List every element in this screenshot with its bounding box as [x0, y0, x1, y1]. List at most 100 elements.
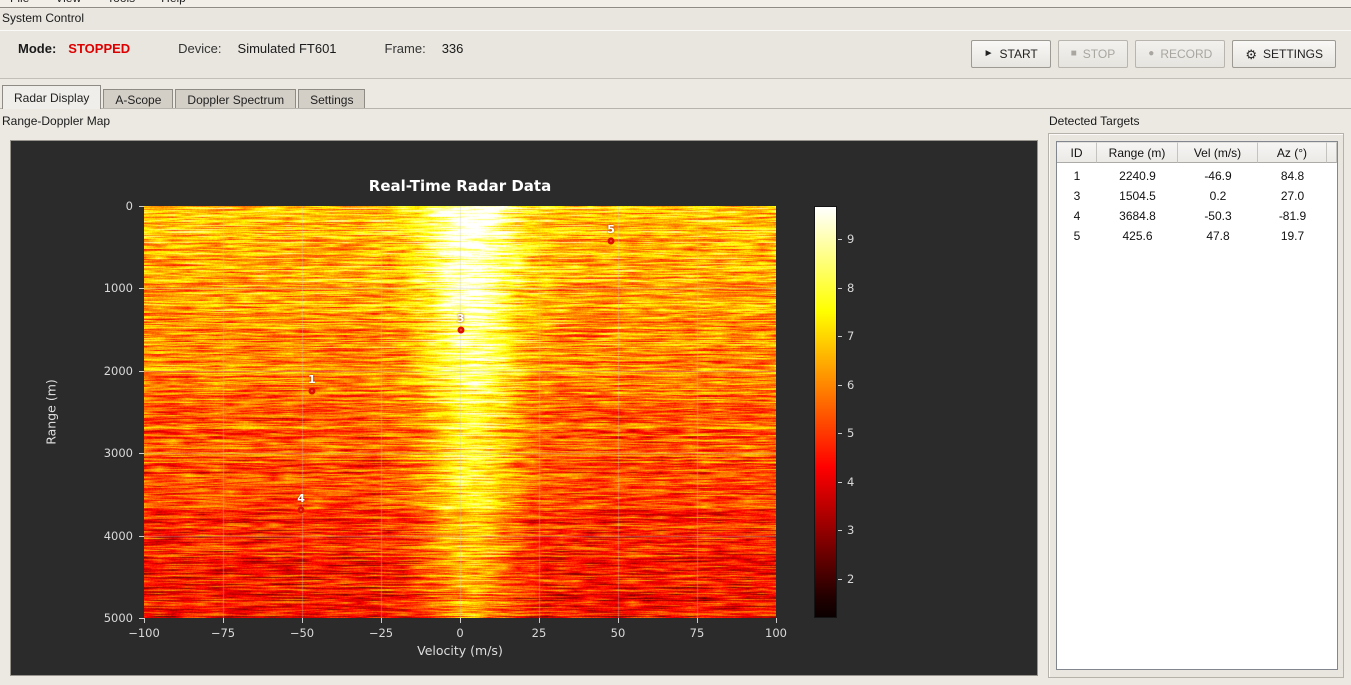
record-button[interactable]: ● RECORD [1135, 40, 1226, 68]
menu-item-view[interactable]: View [49, 0, 87, 6]
settings-button[interactable]: ⚙ SETTINGS [1232, 40, 1336, 68]
table-cell: 1504.5 [1119, 189, 1156, 203]
colorbar-tick-mark [838, 384, 842, 386]
menu-item-help[interactable]: Help [155, 0, 192, 6]
plot-title: Real-Time Radar Data [368, 177, 552, 195]
colorbar-tick-mark [838, 433, 842, 435]
heatmap-canvas [144, 206, 776, 618]
column-header-vel-m-s[interactable]: Vel (m/s) [1178, 142, 1258, 163]
x-tick-mark [460, 618, 461, 623]
colorbar-tick-label: 3 [847, 523, 855, 538]
device-value: Simulated FT601 [237, 41, 337, 56]
x-tick-label: 100 [765, 626, 787, 640]
colorbar-tick-label: 4 [847, 474, 855, 489]
colorbar-tick-label: 5 [847, 426, 855, 441]
colorbar [814, 206, 837, 618]
table-cell: 2240.9 [1119, 169, 1156, 183]
stop-button[interactable]: ■ STOP [1057, 40, 1129, 68]
menu-row: File View Tools Help [0, 0, 1351, 6]
x-tick-label: 0 [456, 626, 464, 640]
range-doppler-map-label: Range-Doppler Map [2, 114, 111, 128]
column-header-id[interactable]: ID [1057, 142, 1097, 163]
y-axis-label: Range (m) [43, 379, 59, 445]
tab-a-scope[interactable]: A-Scope [103, 89, 174, 109]
detected-targets-label: Detected Targets [1049, 114, 1140, 128]
detected-targets-panel: ID Range (m) Vel (m/s) Az (°) 1 2240.9 -46.9 8… [1048, 133, 1344, 678]
colorbar-tick-label: 6 [847, 377, 855, 392]
column-header-stub [1327, 142, 1337, 163]
target-marker-label: 3 [456, 311, 465, 325]
table-cell: 0.2 [1209, 189, 1227, 203]
y-tick-mark [139, 618, 144, 619]
system-control-title: System Control [2, 11, 85, 25]
x-tick-mark [697, 618, 698, 623]
table-cell: -81.9 [1278, 209, 1307, 223]
table-cell: 19.7 [1280, 229, 1305, 243]
x-tick-label: −50 [289, 626, 315, 640]
x-tick-label: −75 [210, 626, 236, 640]
table-cell: 5 [1073, 229, 1081, 243]
group-divider [0, 30, 1351, 31]
x-tick-label: −25 [368, 626, 394, 640]
mode-label: Mode: [18, 41, 57, 56]
colorbar-tick-mark [838, 481, 842, 483]
colorbar-tick-label: 2 [847, 571, 855, 586]
colorbar-tick-mark [838, 530, 842, 532]
button-label: RECORD [1160, 47, 1213, 61]
colorbar-tick-mark [838, 578, 842, 580]
status-readout: Mode: STOPPED Device: Simulated FT601 Fr… [18, 41, 463, 56]
tab-doppler-spectrum[interactable]: Doppler Spectrum [175, 89, 297, 109]
table-row[interactable]: 3 1504.5 0.2 27.0 [1057, 186, 1337, 206]
tab-settings[interactable]: Settings [298, 89, 366, 109]
targets-table: ID Range (m) Vel (m/s) Az (°) 1 2240.9 -46.9 8… [1056, 141, 1338, 670]
y-tick-mark [139, 206, 144, 207]
target-marker-5 [607, 237, 615, 245]
table-cell: 84.8 [1280, 169, 1305, 183]
device-label: Device: [178, 41, 222, 56]
table-cell: 1 [1073, 169, 1081, 183]
table-cell: -46.9 [1204, 169, 1232, 183]
y-tick-label: 1000 [103, 281, 133, 296]
x-tick-mark [144, 618, 145, 623]
y-tick-mark [139, 288, 144, 290]
range-doppler-plot-panel: Real-Time Radar Data Range (m) Velocity … [10, 140, 1038, 676]
control-buttons: ► START ■ STOP ● RECORD ⚙ SETTINGS [970, 40, 1336, 68]
record-icon: ● [1148, 48, 1155, 59]
y-tick-mark [139, 370, 144, 372]
x-tick-mark [539, 618, 540, 623]
y-tick-mark [139, 535, 144, 537]
column-header-az[interactable]: Az (°) [1258, 142, 1327, 163]
x-tick-mark [302, 618, 303, 623]
y-tick-label: 4000 [103, 528, 133, 543]
column-header-range-m[interactable]: Range (m) [1097, 142, 1178, 163]
menu-item-tools[interactable]: Tools [101, 0, 141, 6]
colorbar-tick-mark [838, 336, 842, 338]
target-marker-label: 1 [307, 372, 316, 386]
table-cell: -50.3 [1204, 209, 1232, 223]
start-button[interactable]: ► START [970, 40, 1051, 68]
y-tick-mark [139, 453, 144, 455]
tab-radar-display[interactable]: Radar Display [2, 85, 102, 109]
x-tick-label: 25 [531, 626, 547, 640]
x-tick-mark [776, 618, 777, 623]
colorbar-tick-label: 8 [847, 280, 855, 295]
system-control-group: System Control Mode: STOPPED Device: Sim… [0, 9, 1351, 79]
frame-label: Frame: [384, 41, 426, 56]
table-row[interactable]: 1 2240.9 -46.9 84.8 [1057, 166, 1337, 186]
table-cell: 27.0 [1280, 189, 1305, 203]
menu-bar: File View Tools Help [0, 0, 1351, 8]
y-tick-label: 3000 [103, 446, 133, 461]
table-cell: 3 [1073, 189, 1081, 203]
target-marker-1 [308, 387, 316, 395]
table-row[interactable]: 5 425.6 47.8 19.7 [1057, 226, 1337, 246]
menu-item-file[interactable]: File [4, 0, 35, 6]
tab-underline [0, 108, 1351, 109]
x-tick-label: 50 [610, 626, 626, 640]
table-row[interactable]: 4 3684.8 -50.3 -81.9 [1057, 206, 1337, 226]
table-cell: 4 [1073, 209, 1081, 223]
table-cell: 47.8 [1206, 229, 1230, 243]
frame-value: 336 [441, 41, 464, 56]
target-marker-3 [457, 326, 465, 334]
table-cell: 3684.8 [1119, 209, 1156, 223]
